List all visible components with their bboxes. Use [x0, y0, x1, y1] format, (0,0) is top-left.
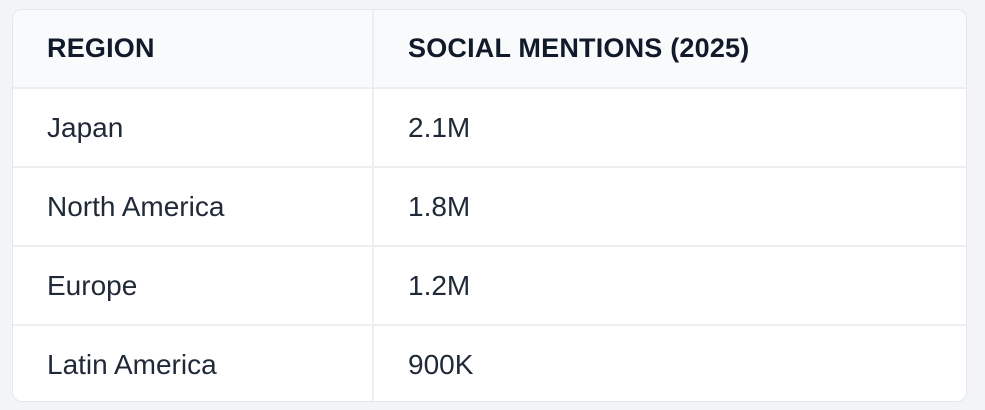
cell-region: Latin America: [13, 325, 374, 401]
table-row: North America 1.8M: [13, 167, 966, 247]
header-social-mentions: SOCIAL MENTIONS (2025): [373, 10, 966, 89]
data-table: REGION SOCIAL MENTIONS (2025) Japan 2.1M…: [13, 10, 966, 401]
header-region: REGION: [13, 10, 374, 89]
cell-mentions: 1.2M: [373, 246, 966, 326]
cell-region: Europe: [13, 246, 374, 326]
data-table-card: REGION SOCIAL MENTIONS (2025) Japan 2.1M…: [12, 9, 967, 402]
table-row: Japan 2.1M: [13, 88, 966, 168]
cell-region: North America: [13, 167, 374, 247]
cell-mentions: 900K: [408, 349, 474, 380]
table-row: Europe 1.2M: [13, 246, 966, 326]
cell-mentions: 1.8M: [373, 167, 966, 247]
table-row: Latin America 900K: [13, 325, 966, 401]
cell-region: Japan: [13, 88, 374, 168]
cell-mentions: 2.1M: [373, 88, 966, 168]
table-header-row: REGION SOCIAL MENTIONS (2025): [13, 10, 966, 89]
